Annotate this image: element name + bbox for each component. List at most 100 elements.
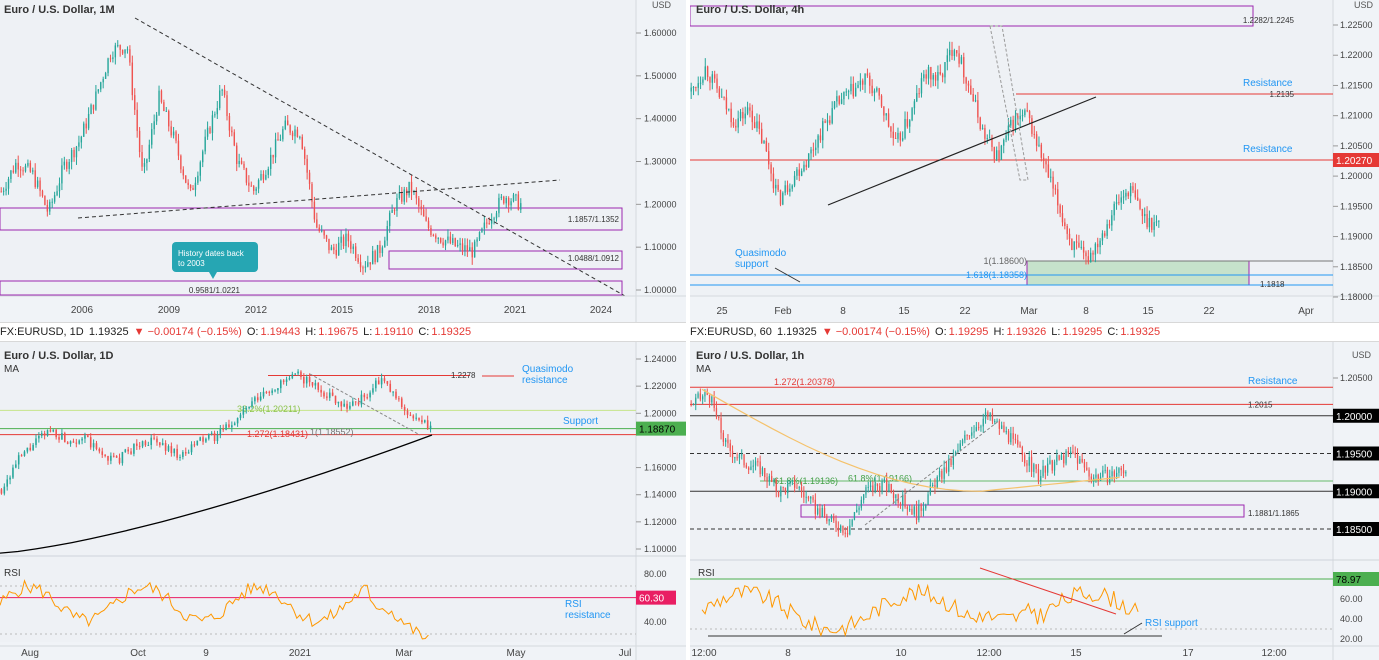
candle-body [44, 195, 46, 206]
candle-body [376, 245, 379, 263]
candle-body [38, 435, 40, 439]
plot-area [690, 0, 1333, 296]
candle-body [316, 219, 318, 228]
monthly-chart-svg[interactable]: 1.60000 1.50000 1.40000 1.30000 1.20000 1.100… [0, 0, 686, 322]
candle-body [1014, 438, 1017, 441]
candle-body [995, 150, 998, 160]
h4-chart-svg[interactable]: 1.22500 1.22000 1.21500 1.21000 1.20500 1.200… [690, 0, 1379, 322]
candle-body [1065, 451, 1067, 464]
candle-body [1081, 458, 1083, 463]
candle-body [49, 201, 51, 212]
candle-body [415, 417, 417, 419]
candle-body [150, 437, 152, 446]
candle-body [782, 192, 784, 205]
candle-body [1111, 471, 1113, 477]
candle-body [1047, 463, 1049, 473]
callout-text-line2: to 2003 [178, 259, 205, 268]
time-tick-label: 12:00 [1261, 648, 1286, 659]
candle-body [89, 437, 92, 448]
candle-body [1026, 110, 1028, 112]
candle-body [789, 481, 791, 484]
ticker-change: ▼ −0.00174 (−0.15%) [821, 326, 930, 338]
candle-body [998, 420, 1000, 429]
candle-body [847, 91, 850, 93]
price-tag-round-bg [1333, 446, 1379, 461]
candle-body [1074, 452, 1076, 455]
candle-body [1042, 157, 1045, 162]
candle-body [1051, 460, 1053, 471]
candle-body [932, 484, 934, 486]
candle-body [823, 507, 826, 516]
hourly-chart-svg[interactable]: 1.20500 1.19500 1.19000 1.18500 12:00 8 10 12:0… [690, 342, 1379, 660]
candle-body [449, 236, 452, 244]
candle-body [981, 128, 984, 130]
candle-body [32, 444, 34, 451]
candle-body [374, 250, 376, 263]
candle-body [233, 132, 235, 146]
annotation-support: Support [563, 416, 598, 427]
candle-body [784, 487, 787, 494]
candle-body [794, 479, 796, 488]
candle-body [442, 242, 444, 246]
panel-hourly[interactable]: 1.20500 1.19500 1.19000 1.18500 12:00 8 10 12:0… [690, 342, 1379, 660]
candle-body [1099, 240, 1101, 248]
candle-body [274, 139, 277, 158]
candle-body [964, 434, 966, 441]
candle-body [1056, 455, 1058, 462]
candle-body [1104, 233, 1106, 236]
candle-body [773, 479, 775, 482]
candle-body [789, 188, 791, 192]
candle-body [1116, 472, 1118, 477]
candle-body [745, 465, 747, 468]
candle-body [991, 413, 994, 422]
candle-body [15, 464, 17, 468]
candle-body [739, 112, 742, 119]
candle-body [495, 213, 498, 219]
time-tick-label: 2009 [158, 305, 181, 316]
candle-body [754, 461, 757, 466]
candle-body [994, 420, 996, 422]
candle-body [267, 168, 269, 175]
candle-body [849, 525, 851, 535]
candle-body [1061, 213, 1064, 223]
candle-body [1097, 474, 1099, 481]
candle-body [102, 78, 104, 83]
panel-divider-vertical[interactable] [686, 0, 690, 660]
candle-body [199, 162, 202, 176]
candle-body [777, 184, 779, 190]
callout-text-line1: History dates back [178, 249, 245, 258]
candle-body [369, 262, 371, 265]
candle-body [112, 57, 114, 60]
candle-body [58, 437, 60, 440]
candle-body [520, 203, 522, 210]
candle-body [864, 73, 866, 85]
panel-daily[interactable]: 1.24000 1.22000 1.20000 1.16000 1.14000 1.120… [0, 342, 686, 660]
candle-body [1021, 447, 1023, 456]
candle-body [1092, 252, 1094, 255]
candle-body [894, 138, 897, 140]
candle-body [706, 66, 709, 78]
candle-body [932, 75, 934, 80]
candle-body [221, 89, 223, 91]
candle-body [225, 424, 227, 430]
candle-body [205, 438, 207, 442]
candle-body [916, 93, 918, 102]
candle-body [0, 489, 3, 494]
ticker-close: 1.19325 [1120, 326, 1161, 338]
daily-chart-svg[interactable]: 1.24000 1.22000 1.20000 1.16000 1.14000 1.120… [0, 342, 686, 660]
candle-body [866, 73, 869, 76]
candle-body [505, 197, 507, 204]
candle-body [869, 75, 871, 86]
candle-body [743, 454, 745, 466]
candle-body [375, 380, 377, 389]
candle-body [87, 435, 89, 438]
candle-body [259, 396, 262, 401]
candle-body [885, 113, 887, 116]
panel-4h[interactable]: 1.22500 1.22000 1.21500 1.21000 1.20500 1.200… [690, 0, 1379, 322]
time-tick-label: Oct [130, 648, 146, 659]
panel-monthly[interactable]: 1.60000 1.50000 1.40000 1.30000 1.20000 1.100… [0, 0, 686, 322]
candle-body [245, 408, 248, 410]
candle-body [966, 434, 968, 436]
price-tick-label: 1.30000 [644, 157, 677, 167]
candle-body [141, 152, 143, 167]
